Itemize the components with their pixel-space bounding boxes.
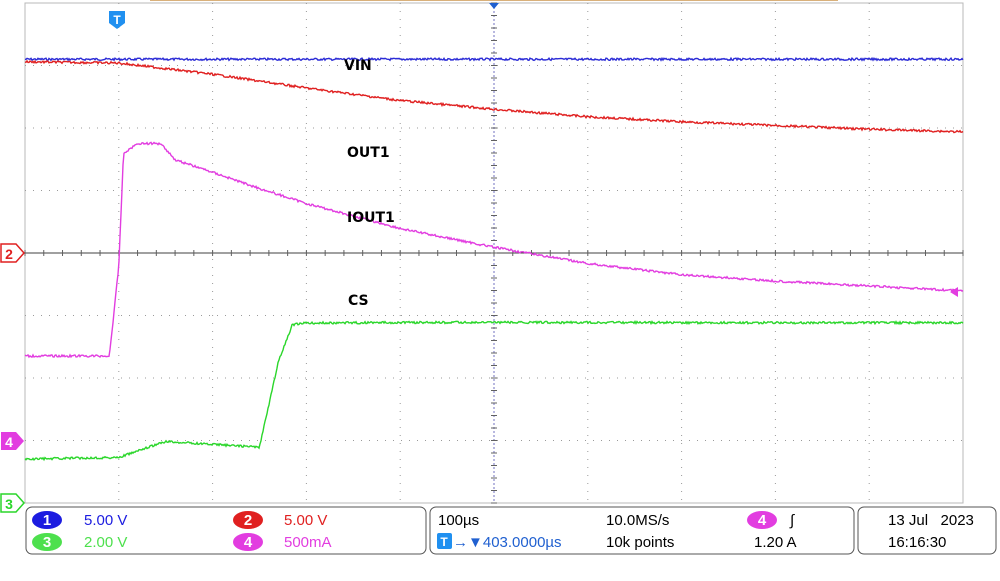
ch3-scale[interactable]: 3 2.00 V [32, 533, 127, 551]
trigger-level-arrow[interactable] [950, 287, 958, 297]
sample-rate-value: 10.0MS/s [606, 512, 669, 529]
channel-scale-box [25, 506, 427, 555]
ch3-marker-text: 3 [5, 496, 13, 512]
ch3-ground-marker[interactable]: 3 [0, 493, 26, 513]
label-out1: OUT1 [347, 145, 390, 161]
ch2-scale-value: 5.00 V [284, 512, 327, 529]
waveform-traces [24, 56, 964, 462]
ch4-scale-value: 500mA [284, 534, 332, 551]
timebase-value[interactable]: 100µs [438, 512, 479, 529]
ch3-badge: 3 [43, 534, 51, 551]
label-vin: VIN [344, 58, 372, 74]
ch4-scale[interactable]: 4 500mA [233, 533, 332, 551]
ch2-ground-marker[interactable]: 2 [0, 243, 26, 263]
trace-out1 [24, 59, 964, 134]
trigger-source[interactable]: 4 ∫ [747, 511, 796, 529]
ch4-marker-text: 4 [5, 434, 13, 450]
ch1-scale-value: 5.00 V [84, 512, 127, 529]
trace-iout1 [24, 141, 964, 359]
record-length-value: 10k points [606, 534, 674, 551]
graticule-grid [24, 2, 964, 504]
trigger-position-value: →▼403.0000µs [453, 534, 562, 551]
trigger-source-badge: 4 [758, 512, 767, 529]
ch4-badge: 4 [244, 534, 253, 551]
trace-vin [24, 56, 964, 62]
trigger-time-marker[interactable] [489, 3, 499, 9]
ch3-scale-value: 2.00 V [84, 534, 127, 551]
label-cs: CS [348, 293, 369, 309]
trigger-position[interactable]: T →▼403.0000µs [437, 533, 562, 551]
readout-panel: 1 5.00 V 2 5.00 V 3 2.00 V 4 500mA 100µs… [25, 506, 997, 555]
label-iout1: IOUT1 [347, 210, 395, 226]
trigger-slope-icon: ∫ [789, 512, 796, 529]
ch2-scale[interactable]: 2 5.00 V [233, 511, 327, 529]
ch2-badge: 2 [244, 512, 252, 529]
ch4-ground-marker[interactable]: 4 [1, 432, 24, 450]
date-value: 13 Jul 2023 [888, 512, 974, 529]
trigger-flag-top[interactable]: T [109, 11, 125, 29]
datetime-box [857, 506, 997, 555]
time-value: 16:16:30 [888, 534, 946, 551]
ch1-scale[interactable]: 1 5.00 V [32, 511, 127, 529]
ch2-marker-text: 2 [5, 246, 13, 262]
trigger-position-icon-text: T [440, 535, 448, 549]
trigger-position-icon [437, 533, 452, 549]
trace-cs [24, 320, 964, 462]
ch1-badge: 1 [43, 512, 51, 529]
trigger-flag-text: T [113, 13, 121, 27]
trigger-level-value[interactable]: 1.20 A [754, 534, 797, 551]
